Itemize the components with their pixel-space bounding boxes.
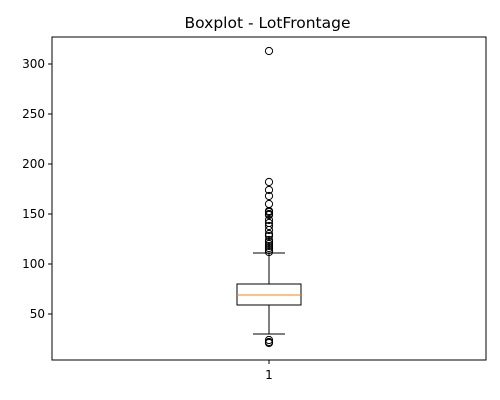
flier-point: [264, 237, 274, 247]
fliers-group: [264, 46, 274, 348]
flier-point: [264, 235, 274, 245]
y-axis: 50 100 150 200 250 300: [22, 57, 52, 321]
flier-point: [264, 191, 274, 201]
flier-point: [264, 231, 274, 241]
flier-point: [264, 229, 274, 239]
x-tick-label: 1: [265, 368, 273, 382]
flier-point: [264, 247, 274, 257]
flier-point: [264, 245, 274, 255]
flier-point: [264, 199, 274, 209]
flier-point: [264, 243, 274, 253]
y-tick-label: 100: [22, 257, 45, 271]
x-axis: 1: [265, 360, 273, 382]
y-tick-label: 150: [22, 207, 45, 221]
flier-point: [264, 215, 274, 225]
flier-point: [264, 46, 274, 56]
box-group: [236, 252, 302, 335]
flier-point: [264, 221, 274, 231]
y-tick-label: 250: [22, 107, 45, 121]
flier-point: [264, 335, 274, 345]
flier-point: [264, 241, 274, 251]
flier-point: [264, 209, 274, 219]
flier-point: [264, 239, 274, 249]
y-tick-label: 200: [22, 157, 45, 171]
flier-point: [264, 185, 274, 195]
y-tick-label: 50: [30, 307, 45, 321]
flier-point: [264, 337, 274, 347]
y-tick-label: 300: [22, 57, 45, 71]
chart-title: Boxplot - LotFrontage: [185, 14, 351, 32]
flier-point: [264, 177, 274, 187]
flier-point: [264, 218, 274, 228]
